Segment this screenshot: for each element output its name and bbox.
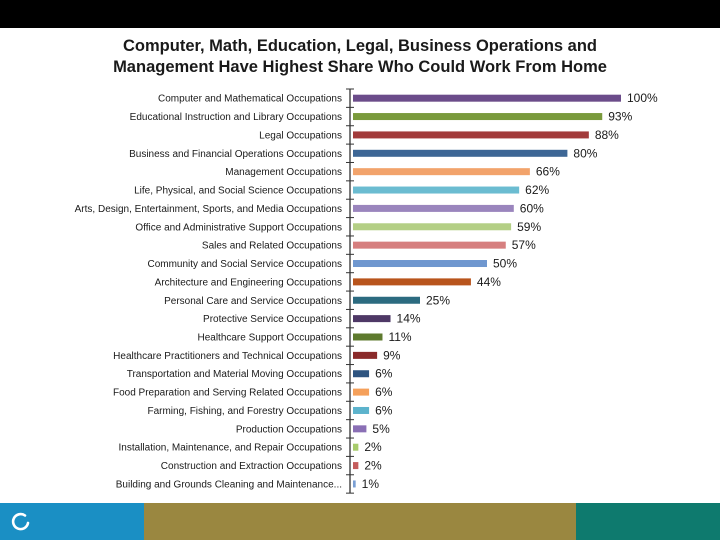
category-label: Office and Administrative Support Occupa…: [135, 222, 342, 233]
bar: [353, 443, 359, 451]
bar: [353, 186, 520, 194]
chart-title-line-1: Computer, Math, Education, Legal, Busine…: [123, 37, 597, 55]
category-label: Farming, Fishing, and Forestry Occupatio…: [147, 406, 342, 417]
value-label: 14%: [397, 312, 421, 326]
bar: [353, 296, 420, 304]
category-label: Management Occupations: [225, 167, 342, 178]
value-label: 2%: [364, 440, 382, 454]
bar: [353, 388, 370, 396]
value-label: 2%: [364, 459, 382, 473]
bar: [353, 168, 530, 176]
footer-bar: [0, 503, 720, 540]
category-label: Community and Social Service Occupations: [147, 259, 342, 270]
category-label: Business and Financial Operations Occupa…: [129, 149, 342, 160]
category-label: Architecture and Engineering Occupations: [155, 277, 342, 288]
value-label: 88%: [595, 128, 619, 142]
footer-gold-segment: [144, 503, 576, 540]
bar: [353, 260, 487, 268]
value-label: 25%: [426, 293, 450, 307]
category-label: Arts, Design, Entertainment, Sports, and…: [75, 204, 342, 215]
value-label: 93%: [608, 110, 632, 124]
bar: [353, 241, 506, 249]
footer-teal-segment: [576, 503, 720, 540]
bar: [353, 425, 367, 433]
value-label: 59%: [517, 220, 541, 234]
bar: [353, 462, 359, 470]
category-label: Production Occupations: [236, 424, 342, 435]
bar: [353, 351, 378, 359]
category-label: Sales and Related Occupations: [202, 241, 342, 252]
value-label: 6%: [375, 367, 393, 381]
value-label: 11%: [388, 330, 411, 344]
category-label: Legal Occupations: [259, 130, 342, 141]
bar: [353, 333, 383, 341]
category-label: Healthcare Practitioners and Technical O…: [113, 351, 342, 362]
bar: [353, 370, 370, 378]
category-label: Construction and Extraction Occupations: [161, 461, 342, 472]
top-bar: [0, 0, 720, 28]
category-label: Transportation and Material Moving Occup…: [127, 369, 342, 380]
logo-icon: [11, 512, 30, 531]
value-label: 66%: [536, 165, 560, 179]
category-label: Computer and Mathematical Occupations: [158, 94, 342, 105]
value-label: 57%: [512, 238, 536, 252]
value-label: 44%: [477, 275, 501, 289]
value-label: 1%: [362, 477, 380, 491]
bar: [353, 131, 589, 139]
bar: [353, 204, 514, 212]
value-label: 6%: [375, 403, 393, 417]
value-label: 50%: [493, 257, 517, 271]
bar: [353, 149, 568, 157]
bar: [353, 223, 512, 231]
bar: [353, 315, 391, 323]
bar: [353, 480, 356, 488]
value-label: 60%: [520, 201, 544, 215]
value-label: 9%: [383, 348, 401, 362]
chart-title: Computer, Math, Education, Legal, Busine…: [60, 36, 660, 78]
bar: [353, 278, 471, 286]
category-label: Personal Care and Service Occupations: [164, 296, 342, 307]
footer-blue-segment: [0, 503, 144, 540]
value-label: 6%: [375, 385, 393, 399]
category-label: Installation, Maintenance, and Repair Oc…: [119, 443, 342, 454]
value-label: 5%: [372, 422, 390, 436]
bar: [353, 406, 370, 414]
category-label: Building and Grounds Cleaning and Mainte…: [116, 479, 342, 490]
bar: [353, 113, 603, 121]
value-label: 80%: [573, 146, 597, 160]
category-label: Life, Physical, and Social Science Occup…: [134, 186, 342, 197]
value-label: 62%: [525, 183, 549, 197]
value-label: 100%: [627, 91, 658, 105]
chart-title-line-2: Management Have Highest Share Who Could …: [113, 58, 607, 76]
category-label: Healthcare Support Occupations: [197, 332, 342, 343]
bar: [353, 94, 621, 102]
category-label: Educational Instruction and Library Occu…: [130, 112, 342, 123]
category-label: Protective Service Occupations: [203, 314, 342, 325]
category-label: Food Preparation and Serving Related Occ…: [113, 388, 342, 399]
